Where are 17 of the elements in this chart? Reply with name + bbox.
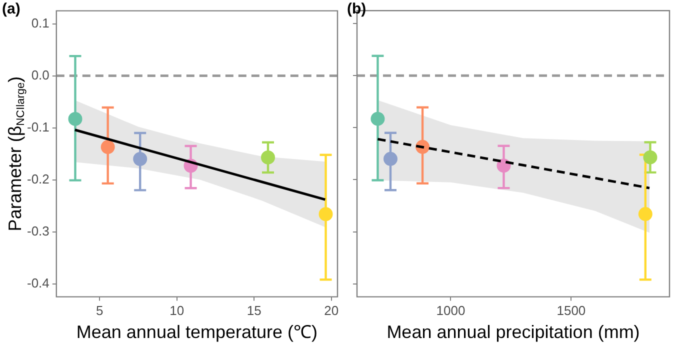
text: (a) [2,0,20,18]
x-axis-title: Mean annual temperature (℃) [76,322,318,342]
x-tick-label: 5 [96,303,104,318]
y-axis-title: Parameter (βNCIlarge) [4,76,28,232]
annotation: (b) [347,0,366,18]
x-tick-label: 10 [170,303,184,318]
y-tick-label: -0.2 [26,171,50,186]
y-tick-label: -0.1 [26,119,50,134]
x-tick-label: 15 [246,303,262,318]
x-tick-label: 20 [324,303,339,318]
y-tick-label: 0.0 [31,67,50,82]
x-tick-label: 1500 [556,303,586,318]
x-axis-title: Mean annual precipitation (mm) [386,322,640,342]
y-tick-label: -0.4 [26,275,50,290]
x-tick-label: 1000 [436,303,466,318]
y-tick-label: 0.1 [31,15,50,30]
y-tick-label: -0.3 [26,223,50,238]
